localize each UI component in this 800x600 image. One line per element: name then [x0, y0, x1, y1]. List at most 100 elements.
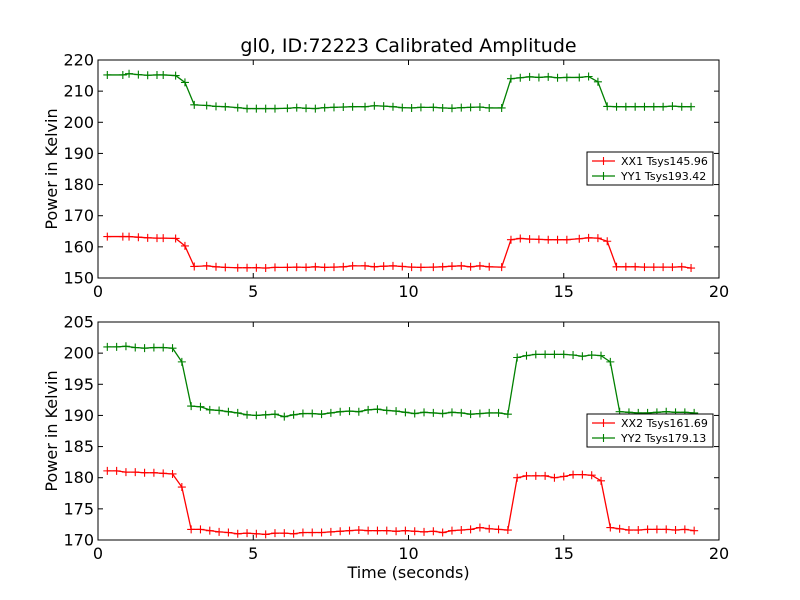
data-point-yy2: [401, 408, 410, 417]
data-point-yy1: [621, 102, 630, 111]
data-point-yy2: [280, 412, 289, 421]
data-point-yy1: [233, 103, 242, 112]
series-line-xx2: [107, 470, 695, 536]
data-point-xx1: [398, 262, 407, 271]
data-point-yy1: [221, 102, 230, 111]
data-point-yy2: [485, 408, 494, 417]
data-point-xx2: [336, 527, 345, 536]
data-point-yy1: [603, 102, 612, 111]
data-point-yy1: [584, 72, 593, 81]
data-point-xx2: [261, 530, 270, 539]
data-point-xx1: [562, 235, 571, 244]
x-tick-label: 0: [93, 282, 103, 301]
data-point-yy1: [118, 70, 127, 79]
data-point-xx2: [634, 526, 643, 535]
data-point-xx1: [649, 263, 658, 272]
data-point-yy2: [392, 407, 401, 416]
data-point-yy2: [177, 357, 186, 366]
data-point-yy2: [243, 410, 252, 419]
data-point-xx1: [677, 262, 686, 271]
data-point-xx2: [289, 529, 298, 538]
data-point-yy2: [578, 352, 587, 361]
data-point-yy2: [205, 405, 214, 414]
data-point-yy2: [159, 343, 168, 352]
data-point-xx1: [416, 263, 425, 272]
legend-marker: [599, 434, 608, 442]
data-point-xx1: [339, 262, 348, 271]
data-point-xx2: [131, 468, 140, 477]
data-point-yy1: [659, 102, 668, 111]
data-point-xx2: [168, 469, 177, 478]
data-point-xx1: [429, 263, 438, 272]
data-point-xx2: [680, 525, 689, 534]
data-point-yy1: [292, 103, 301, 112]
data-point-yy2: [475, 409, 484, 418]
data-point-yy1: [283, 104, 292, 113]
data-point-xx2: [224, 528, 233, 537]
data-point-yy2: [121, 342, 130, 351]
y-tick-label: 170: [63, 531, 94, 550]
data-point-yy1: [302, 104, 311, 113]
data-point-yy1: [379, 102, 388, 111]
data-point-yy1: [190, 100, 199, 109]
data-point-xx2: [569, 470, 578, 479]
data-point-yy2: [233, 408, 242, 417]
data-point-yy2: [326, 408, 335, 417]
data-point-xx1: [640, 263, 649, 272]
data-point-xx2: [690, 526, 699, 535]
x-tick-label: 10: [398, 544, 418, 563]
data-point-xx1: [348, 261, 357, 270]
data-point-yy2: [317, 410, 326, 419]
data-point-xx1: [270, 263, 279, 272]
x-tick-label: 5: [248, 544, 258, 563]
legend-label: XX1 Tsys145.96: [621, 155, 708, 168]
data-point-xx2: [280, 529, 289, 538]
data-point-yy2: [410, 409, 419, 418]
legend-label: XX2 Tsys161.69: [621, 417, 708, 430]
data-point-xx1: [252, 263, 261, 272]
data-point-yy2: [522, 351, 531, 360]
data-point-xx2: [112, 466, 121, 475]
data-point-xx2: [531, 471, 540, 480]
y-tick-label: 190: [63, 144, 94, 163]
x-axis-title: Time (seconds): [346, 563, 469, 582]
data-point-xx1: [612, 262, 621, 271]
data-point-xx2: [373, 526, 382, 535]
data-point-xx1: [447, 262, 456, 271]
x-tick-label: 15: [554, 282, 574, 301]
data-point-yy2: [382, 406, 391, 415]
data-point-yy1: [270, 104, 279, 113]
data-point-yy2: [438, 409, 447, 418]
data-point-yy1: [475, 103, 484, 112]
data-point-xx1: [668, 263, 677, 272]
data-point-yy2: [112, 342, 121, 351]
data-point-xx2: [578, 470, 587, 479]
x-tick-label: 20: [709, 282, 729, 301]
x-tick-label: 0: [93, 544, 103, 563]
series-line-yy2: [107, 345, 695, 418]
data-point-xx2: [215, 527, 224, 536]
data-point-yy1: [252, 104, 261, 113]
y-tick-label: 175: [63, 499, 94, 518]
data-point-xx1: [553, 235, 562, 244]
data-point-yy1: [612, 102, 621, 111]
data-point-yy1: [497, 103, 506, 112]
data-point-xx2: [606, 523, 615, 532]
y-tick-label: 220: [63, 51, 94, 70]
data-point-xx1: [292, 263, 301, 272]
data-point-yy1: [348, 102, 357, 111]
data-point-yy2: [503, 410, 512, 419]
data-point-yy1: [553, 73, 562, 82]
data-point-xx2: [243, 529, 252, 538]
data-point-xx2: [494, 525, 503, 534]
data-point-yy2: [364, 405, 373, 414]
data-point-xx1: [302, 263, 311, 272]
data-point-xx1: [370, 262, 379, 271]
series-line-yy1: [107, 73, 692, 110]
data-point-yy2: [531, 350, 540, 359]
chart-panel-1: 0 5 10 15 20 150 160 170 180 190 200 210 220 Power in…: [42, 35, 729, 301]
data-point-xx1: [261, 264, 270, 273]
data-point-yy1: [329, 103, 338, 112]
data-point-yy2: [224, 407, 233, 416]
data-point-yy1: [544, 72, 553, 81]
